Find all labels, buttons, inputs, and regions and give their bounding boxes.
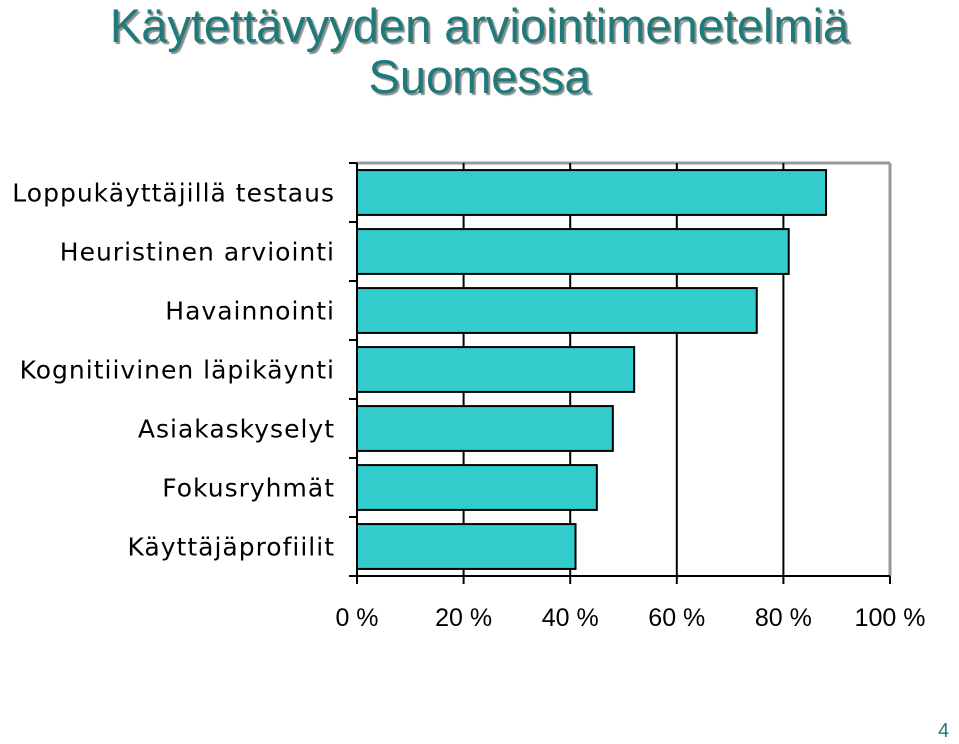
x-tick-label: 0 % xyxy=(335,604,378,632)
bar xyxy=(356,169,828,216)
category-label: Käyttäjäprofiilit xyxy=(127,533,335,562)
chart-axes xyxy=(349,162,891,584)
bar xyxy=(356,346,636,393)
x-tick-label: 20 % xyxy=(435,604,492,632)
category-labels: Loppukäyttäjillä testaus Heuristinen arvi… xyxy=(12,179,335,562)
x-tick-label: 40 % xyxy=(542,604,599,632)
category-label: Heuristinen arviointi xyxy=(60,238,335,267)
bar xyxy=(356,523,577,570)
bar xyxy=(356,228,790,275)
category-label: Havainnointi xyxy=(165,297,335,326)
bar xyxy=(356,464,598,511)
category-label: Fokusryhmät xyxy=(162,474,335,503)
category-label: Kognitiivinen läpikäynti xyxy=(20,356,335,385)
category-label: Asiakaskyselyt xyxy=(138,415,335,444)
slide-title-line-1: Käytettävyyden arviointimenetelmiä xyxy=(109,0,850,52)
x-tick-labels: 0 % 20 % 40 % 60 % 80 % 100 % xyxy=(335,604,925,632)
page-number: 4 xyxy=(938,720,950,742)
bar xyxy=(356,405,614,452)
slide-title: Käytettävyyden arviointimenetelmiä Suome… xyxy=(0,0,959,102)
x-tick-label: 80 % xyxy=(755,604,812,632)
bar xyxy=(356,287,758,334)
x-tick-label: 60 % xyxy=(648,604,705,632)
chart-bars xyxy=(356,169,828,570)
category-label: Loppukäyttäjillä testaus xyxy=(12,179,335,208)
x-tick-label: 100 % xyxy=(855,604,926,632)
slide-title-line-2: Suomessa xyxy=(368,50,591,103)
